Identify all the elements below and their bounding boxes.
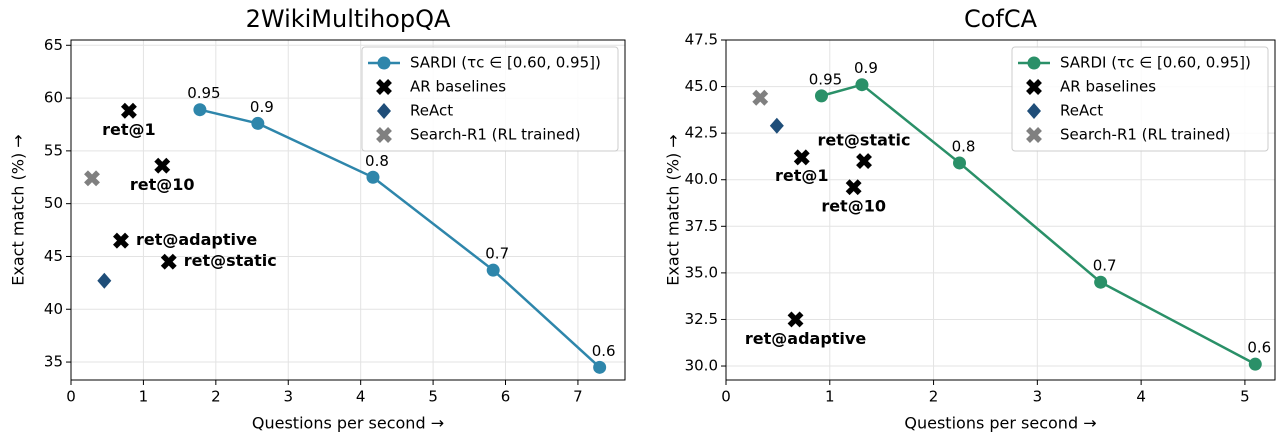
legend-marker	[1027, 56, 1041, 70]
point-label: 0.9	[854, 59, 878, 77]
marker	[752, 89, 769, 106]
y-tick-label: 42.5	[685, 124, 718, 142]
point-label: ret@static	[818, 131, 911, 150]
x-tick-label: 4	[1136, 388, 1146, 406]
legend-marker	[376, 127, 392, 143]
x-tick-label: 5	[428, 388, 438, 406]
y-tick-label: 50	[44, 194, 63, 212]
point-label: ret@1	[102, 120, 156, 139]
marker	[769, 117, 784, 134]
x-tick-label: 0	[721, 388, 731, 406]
marker	[113, 232, 129, 249]
x-tick-label: 7	[573, 388, 583, 406]
legend-label: AR baselines	[1060, 78, 1156, 96]
marker	[793, 149, 810, 166]
marker	[593, 360, 607, 374]
marker	[84, 170, 100, 187]
legend-marker	[1026, 127, 1042, 143]
x-tick-label: 3	[283, 388, 293, 406]
legend-box	[361, 46, 619, 152]
chart-title: 2WikiMultihopQA	[246, 5, 451, 33]
y-tick-label: 35	[44, 353, 63, 371]
x-tick-label: 4	[356, 388, 366, 406]
marker	[154, 157, 171, 174]
subplot: 2WikiMultihopQA Questions per second → Exa…	[9, 5, 626, 433]
point-label: 0.9	[250, 98, 274, 116]
marker	[120, 102, 137, 119]
y-tick-label: 40	[44, 300, 63, 318]
legend-marker	[376, 79, 392, 95]
plot-frame	[70, 39, 626, 381]
marker	[1094, 275, 1108, 289]
y-tick-label: 40.0	[685, 170, 718, 188]
marker	[193, 103, 207, 117]
y-tick-label: 65	[44, 36, 63, 54]
x-tick-label: 5	[1240, 388, 1250, 406]
marker	[97, 272, 112, 289]
y-tick-label: 45	[44, 247, 63, 265]
legend-label: AR baselines	[410, 78, 506, 96]
point-label: ret@adaptive	[136, 230, 257, 249]
legend-marker	[377, 56, 391, 70]
y-tick-label: 45.0	[685, 77, 718, 95]
marker	[787, 311, 804, 328]
y-tick-label: 55	[44, 141, 63, 159]
y-tick-label: 32.5	[685, 310, 718, 328]
point-label: 0.95	[187, 84, 220, 102]
plot-frame	[725, 39, 1276, 381]
point-label: 0.6	[1247, 339, 1271, 357]
marker	[845, 179, 862, 196]
x-tick-label: 6	[501, 388, 511, 406]
y-tick-label: 60	[44, 89, 63, 107]
marker	[953, 156, 967, 170]
point-label: 0.7	[485, 245, 509, 263]
y-axis-label: Exact match (%) →	[9, 134, 28, 285]
x-tick-label: 1	[825, 388, 835, 406]
legend-label: Search-R1 (RL trained)	[410, 126, 581, 144]
legend-label: ReAct	[410, 102, 453, 120]
marker	[1248, 357, 1262, 371]
legend-marker	[377, 103, 391, 119]
point-label: ret@10	[821, 197, 886, 216]
x-axis-label: Questions per second →	[252, 414, 444, 433]
marker	[855, 78, 869, 92]
x-tick-label: 2	[929, 388, 939, 406]
point-label: 0.8	[952, 137, 976, 155]
legend-box	[1011, 46, 1269, 152]
point-label: 0.8	[365, 152, 389, 170]
subplot: CofCA Questions per second → Exact match (…	[664, 5, 1276, 433]
legend-label: SARDI (τc ∈ [0.60, 0.95])	[1060, 54, 1251, 72]
point-label: 0.95	[809, 70, 842, 88]
legend-label: ReAct	[1060, 102, 1103, 120]
marker	[486, 263, 500, 277]
legend-marker	[1026, 79, 1042, 95]
point-label: ret@static	[184, 251, 277, 270]
point-label: 0.7	[1093, 257, 1117, 275]
x-tick-label: 2	[211, 388, 221, 406]
marker	[366, 170, 380, 184]
marker	[251, 116, 265, 130]
x-axis-label: Questions per second →	[904, 414, 1096, 433]
legend-label: Search-R1 (RL trained)	[1060, 126, 1231, 144]
y-tick-label: 37.5	[685, 217, 718, 235]
marker	[160, 253, 177, 270]
x-tick-label: 3	[1033, 388, 1043, 406]
marker	[856, 153, 872, 170]
x-tick-label: 1	[139, 388, 149, 406]
chart-title: CofCA	[964, 5, 1038, 33]
legend-label: SARDI (τc ∈ [0.60, 0.95])	[410, 54, 601, 72]
x-tick-label: 0	[66, 388, 76, 406]
point-label: ret@10	[130, 175, 195, 194]
y-tick-label: 30.0	[685, 357, 718, 375]
point-label: 0.6	[592, 342, 616, 360]
y-axis-label: Exact match (%) →	[664, 134, 683, 285]
marker	[814, 89, 828, 103]
legend-marker	[1027, 103, 1041, 119]
point-label: ret@1	[775, 166, 829, 185]
point-label: ret@adaptive	[745, 329, 866, 348]
y-tick-label: 35.0	[685, 263, 718, 281]
y-tick-label: 47.5	[685, 31, 718, 49]
